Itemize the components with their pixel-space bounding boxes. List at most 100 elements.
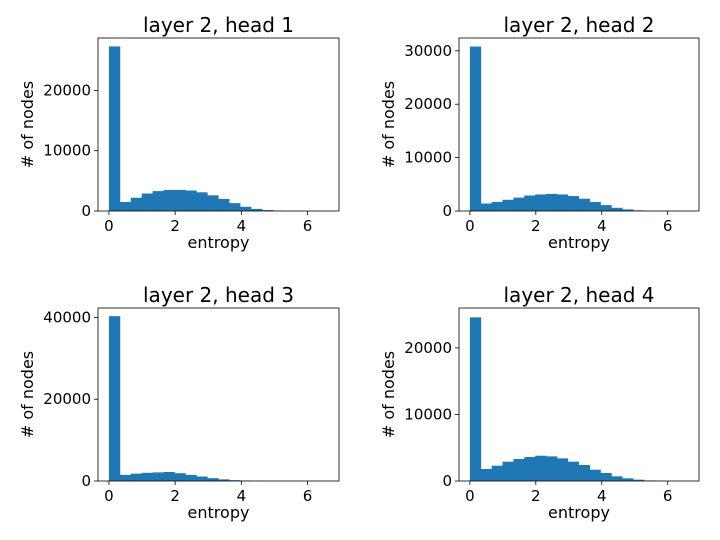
x-tick-label: 2 — [170, 487, 180, 505]
y-axis-label: # of nodes — [18, 81, 37, 168]
x-tick-label: 6 — [303, 487, 313, 505]
x-tick-label: 6 — [663, 487, 673, 505]
x-tick-label: 2 — [531, 217, 541, 235]
x-tick-label: 6 — [303, 217, 313, 235]
y-tick-label: 0 — [442, 202, 452, 220]
histogram-bar — [633, 479, 645, 481]
histogram-bar — [589, 469, 601, 481]
histogram-bar — [152, 472, 164, 481]
histogram-bar — [207, 195, 219, 211]
x-tick-label: 4 — [597, 217, 607, 235]
histogram-bar — [480, 203, 493, 211]
histogram-bar — [130, 197, 143, 211]
histogram-bar — [502, 199, 514, 211]
x-tick-label: 2 — [531, 487, 541, 505]
histogram-bar — [119, 201, 132, 211]
histogram-bar — [469, 46, 482, 211]
histogram-bar — [622, 478, 634, 481]
histogram-bar — [578, 198, 590, 211]
histogram-bar — [207, 478, 219, 481]
histogram-bar — [163, 472, 175, 481]
y-axis-label: # of nodes — [379, 81, 398, 168]
y-tick-label: 40000 — [43, 308, 91, 326]
subplot-3: 0 2 4 6 0 20000 40000 layer 2, head 3 entropy # o… — [18, 283, 340, 522]
x-tick-label: 0 — [104, 217, 114, 235]
histogram-bar — [611, 207, 623, 211]
plot-frame — [97, 37, 340, 212]
x-tick-label: 4 — [237, 487, 247, 505]
histogram-bar — [141, 472, 154, 481]
subplot-4: 0 2 4 6 0 10000 20000 layer 2, head 4 entropy # o… — [379, 283, 700, 522]
subplot-2: 0 2 4 6 0 10000 20000 30000 layer 2, head 2 entro… — [379, 13, 700, 252]
histogram-bar — [513, 197, 525, 211]
histogram-bar — [261, 210, 274, 211]
y-tick-label: 30000 — [404, 42, 452, 60]
x-axis-label: entropy — [548, 503, 610, 522]
histogram-bar — [502, 461, 514, 481]
histogram-bar — [622, 209, 634, 211]
subplot-title: layer 2, head 2 — [504, 13, 655, 37]
histogram-bar — [524, 195, 536, 211]
histogram-bar — [229, 203, 241, 211]
histogram-bar — [469, 317, 482, 481]
x-tick-label: 0 — [465, 487, 475, 505]
histogram-bar — [578, 465, 590, 481]
x-tick-label: 4 — [597, 487, 607, 505]
x-axis-label: entropy — [188, 503, 250, 522]
x-tick-label: 0 — [465, 217, 475, 235]
histogram-bar — [600, 473, 612, 481]
subplot-title: layer 2, head 3 — [143, 283, 294, 307]
y-tick-label: 0 — [442, 472, 452, 490]
subplot-title: layer 2, head 4 — [504, 283, 655, 307]
histogram-bar — [185, 474, 197, 481]
y-tick-label: 20000 — [404, 95, 452, 113]
histogram-bar — [513, 459, 525, 481]
histogram-bar — [141, 193, 154, 211]
histogram-bar — [108, 316, 121, 481]
histogram-bar — [152, 191, 164, 211]
histogram-bar — [163, 189, 175, 211]
histogram-bar — [535, 194, 547, 211]
histogram-bar — [119, 474, 132, 481]
plot-frame — [458, 307, 700, 482]
y-tick-label: 20000 — [43, 390, 91, 408]
histogram-bar — [174, 473, 186, 481]
subplot-1: 0 2 4 6 0 10000 20000 layer 2, head 1 entropy # o… — [18, 13, 340, 252]
histogram-bar — [218, 198, 230, 211]
histogram-bar — [546, 456, 558, 481]
plot-frame — [97, 307, 340, 482]
histogram-bar — [556, 458, 569, 481]
histogram-bar — [174, 189, 186, 211]
histogram-bar — [567, 196, 580, 211]
histogram-bar — [185, 190, 197, 211]
x-axis-label: entropy — [548, 233, 610, 252]
histogram-bar — [556, 194, 569, 211]
histogram-bar — [567, 461, 580, 481]
plot-frame — [458, 37, 700, 212]
histogram-bar — [611, 476, 623, 481]
histogram-bar — [250, 208, 263, 211]
histogram-bar — [600, 205, 612, 211]
histogram-bar — [196, 192, 208, 211]
histogram-bar — [218, 479, 230, 481]
x-tick-label: 4 — [237, 217, 247, 235]
y-tick-label: 10000 — [43, 142, 91, 160]
histogram-bar — [491, 465, 503, 481]
histogram-bar — [108, 46, 121, 211]
y-tick-label: 0 — [81, 472, 91, 490]
histogram-bar — [546, 193, 558, 211]
histogram-bar — [240, 206, 252, 211]
y-tick-label: 10000 — [404, 149, 452, 167]
y-tick-label: 10000 — [404, 405, 452, 423]
histogram-bar — [229, 480, 241, 481]
histogram-bar — [589, 201, 601, 211]
histogram-bar — [535, 455, 547, 481]
y-axis-label: # of nodes — [379, 351, 398, 438]
y-tick-label: 20000 — [43, 81, 91, 99]
x-tick-label: 6 — [663, 217, 673, 235]
x-tick-label: 2 — [170, 217, 180, 235]
x-tick-label: 0 — [104, 487, 114, 505]
x-axis-label: entropy — [188, 233, 250, 252]
y-axis-label: # of nodes — [18, 351, 37, 438]
